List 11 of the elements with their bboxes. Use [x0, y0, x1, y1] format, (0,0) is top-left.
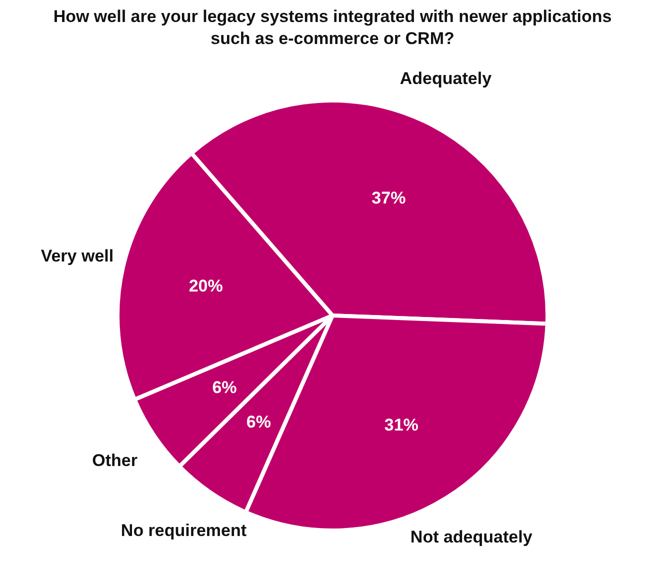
data-label: 6% [212, 378, 237, 397]
data-label: 20% [188, 276, 223, 296]
slice-label: Not adequately [410, 528, 533, 547]
data-label: 31% [384, 416, 418, 435]
slice-label: Adequately [400, 69, 492, 88]
data-label: 37% [372, 188, 406, 208]
chart-title: How well are your legacy systems integrated with newer applications such as e-commerce or CRM? [53, 7, 612, 48]
data-label: 6% [246, 412, 271, 432]
slice-label: Very well [40, 246, 114, 266]
slice-label: Other [92, 451, 138, 470]
slice-label: No requirement [120, 521, 247, 540]
